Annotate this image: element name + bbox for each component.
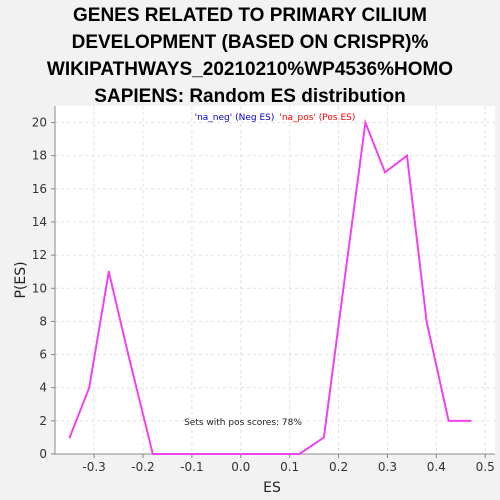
y-tick-label: 12 [32, 248, 47, 262]
chart-title-line: DEVELOPMENT (BASED ON CRISPR)% [71, 32, 429, 53]
y-tick-label: 4 [39, 381, 47, 395]
x-tick-label: 0.2 [329, 460, 348, 474]
legend: 'na_neg' (Neg ES) 'na_pos' (Pos ES) [195, 113, 356, 123]
es-data-point [425, 320, 428, 323]
y-tick-label: 10 [32, 281, 47, 295]
pos-score-annotation: Sets with pos scores: 78% [184, 418, 302, 428]
y-tick-label: 0 [39, 447, 47, 461]
x-tick-label: 0.5 [476, 460, 495, 474]
es-data-point [127, 353, 130, 356]
y-tick-label: 16 [32, 182, 47, 196]
x-tick-label: 0.3 [378, 460, 397, 474]
y-tick-label: 2 [39, 414, 47, 428]
y-tick-label: 8 [39, 314, 47, 328]
es-data-point [384, 171, 386, 174]
chart-title-line: SAPIENS: Random ES distribution [94, 86, 406, 107]
es-data-point [342, 287, 345, 290]
es-data-point [469, 419, 472, 422]
legend-entry-pos: 'na_pos' (Pos ES) [279, 113, 355, 123]
x-tick-label: 0.0 [231, 460, 250, 474]
y-tick-label: 14 [32, 215, 47, 229]
x-tick-label: 0.4 [427, 460, 446, 474]
y-tick-label: 6 [39, 348, 47, 362]
es-data-point [151, 453, 154, 455]
es-data-point [68, 436, 71, 439]
x-tick-label: -0.2 [131, 460, 154, 474]
y-tick-label: 20 [32, 116, 47, 130]
es-data-point [107, 270, 110, 273]
x-axis-title: ES [263, 480, 281, 496]
es-data-point [88, 386, 91, 389]
chart-title-line: GENES RELATED TO PRIMARY CILIUM [73, 5, 427, 26]
plot-area [55, 106, 495, 454]
y-axis-title: P(ES) [13, 261, 29, 298]
es-data-point [298, 453, 301, 455]
es-data-point [322, 436, 325, 439]
x-tick-label: -0.1 [180, 460, 203, 474]
chart-title: GENES RELATED TO PRIMARY CILIUM DEVELOPM… [0, 2, 500, 110]
chart-title-line: WIKIPATHWAYS_20210210%WP4536%HOMO [46, 59, 454, 80]
x-tick-label: -0.3 [82, 460, 105, 474]
es-data-point [406, 154, 408, 157]
es-data-point [364, 121, 367, 124]
x-tick-label: 0.1 [280, 460, 299, 474]
legend-entry-neg: 'na_neg' (Neg ES) [195, 113, 275, 123]
es-data-point [171, 453, 174, 455]
series-layer [68, 118, 472, 455]
es-data-point [447, 419, 450, 422]
y-tick-label: 18 [32, 149, 47, 163]
